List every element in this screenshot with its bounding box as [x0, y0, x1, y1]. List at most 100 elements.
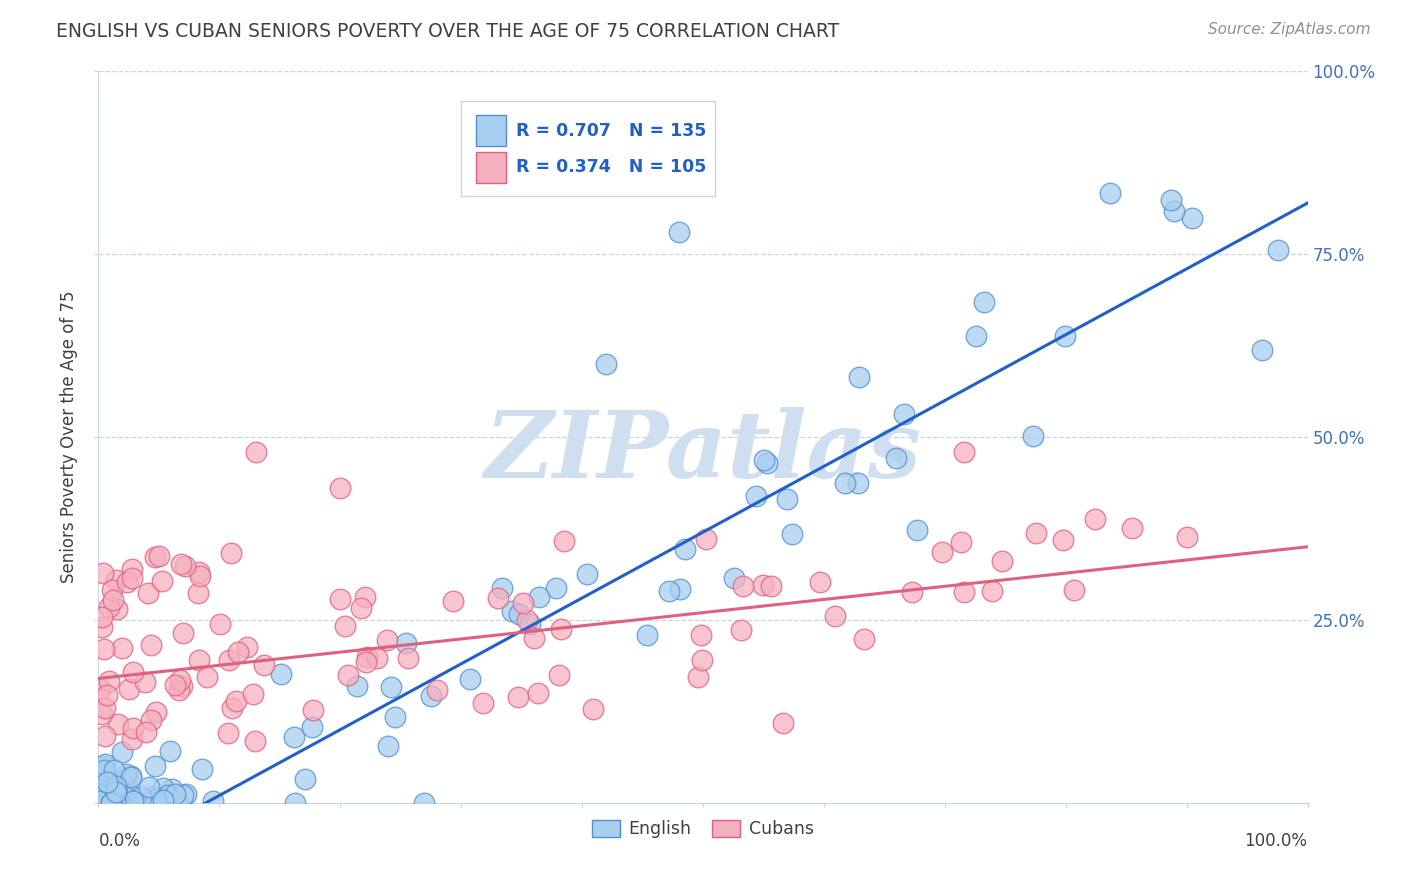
Point — [104, 796, 127, 810]
Point — [121, 770, 143, 784]
Point — [1250, 343, 1272, 358]
Point — [142, 789, 165, 804]
Point — [219, 546, 242, 560]
Point — [91, 566, 114, 580]
Point — [491, 582, 513, 596]
Point — [356, 655, 378, 669]
Text: 100.0%: 100.0% — [1244, 832, 1308, 850]
Point — [98, 673, 121, 688]
Point — [163, 787, 186, 801]
Point — [209, 616, 232, 631]
Point — [519, 617, 541, 632]
Point — [270, 667, 292, 681]
Point — [103, 763, 125, 777]
Y-axis label: Seniors Poverty Over the Age of 75: Seniors Poverty Over the Age of 75 — [60, 291, 79, 583]
Point — [98, 599, 121, 614]
Point — [188, 566, 211, 580]
Point — [138, 780, 160, 794]
Point — [981, 583, 1004, 598]
Point — [105, 787, 128, 801]
Point — [115, 574, 138, 589]
Point — [111, 745, 134, 759]
Point — [159, 743, 181, 757]
Point — [905, 524, 928, 538]
Point — [808, 575, 831, 590]
Point — [129, 789, 152, 804]
Point — [136, 585, 159, 599]
Point — [93, 763, 115, 777]
Point — [96, 793, 118, 807]
Point — [112, 789, 135, 803]
Point — [1267, 243, 1289, 257]
Point — [96, 688, 118, 702]
Point — [527, 591, 550, 605]
Point — [188, 652, 211, 666]
Point — [111, 796, 134, 810]
Point — [294, 772, 316, 786]
Point — [104, 794, 127, 808]
Point — [695, 533, 717, 547]
Point — [775, 491, 797, 506]
FancyBboxPatch shape — [461, 101, 716, 195]
Point — [89, 790, 111, 805]
Point — [104, 783, 127, 797]
Legend: English, Cubans: English, Cubans — [585, 814, 821, 846]
Point — [350, 601, 373, 615]
Point — [89, 681, 111, 696]
Point — [145, 705, 167, 719]
Point — [395, 635, 418, 649]
Point — [115, 795, 138, 809]
Point — [139, 713, 162, 727]
Point — [101, 792, 124, 806]
Point — [329, 481, 352, 495]
Point — [160, 781, 183, 796]
Point — [1163, 203, 1185, 218]
Text: ZIPatlas: ZIPatlas — [485, 407, 921, 497]
Point — [91, 610, 114, 624]
Point — [188, 569, 211, 583]
Point — [94, 756, 117, 771]
Point — [172, 788, 194, 802]
Point — [253, 657, 276, 672]
Point — [366, 651, 388, 665]
Point — [152, 793, 174, 807]
Point — [853, 632, 876, 647]
Point — [169, 673, 191, 688]
Point — [121, 792, 143, 806]
Point — [105, 602, 128, 616]
Point — [636, 628, 658, 642]
Point — [952, 444, 974, 458]
FancyBboxPatch shape — [475, 152, 506, 183]
Point — [90, 619, 112, 633]
Point — [89, 788, 111, 802]
Point — [221, 701, 243, 715]
Point — [120, 769, 142, 783]
Point — [174, 787, 197, 801]
Point — [190, 762, 212, 776]
Point — [302, 703, 325, 717]
Point — [91, 707, 114, 722]
Point — [668, 582, 690, 596]
Point — [752, 453, 775, 467]
Point — [1175, 530, 1198, 544]
Point — [893, 408, 915, 422]
Point — [94, 729, 117, 743]
Point — [218, 652, 240, 666]
Point — [301, 720, 323, 734]
Point — [759, 579, 782, 593]
Point — [93, 793, 115, 807]
Point — [595, 357, 617, 371]
Point — [165, 678, 187, 692]
Point — [846, 476, 869, 491]
Point — [1025, 526, 1047, 541]
Point — [1052, 533, 1074, 547]
Point — [686, 670, 709, 684]
Point — [157, 788, 180, 802]
Point — [90, 795, 112, 809]
Point — [356, 650, 378, 665]
Point — [167, 683, 190, 698]
Point — [135, 724, 157, 739]
Point — [121, 562, 143, 576]
Point — [141, 638, 163, 652]
Point — [1121, 521, 1143, 535]
